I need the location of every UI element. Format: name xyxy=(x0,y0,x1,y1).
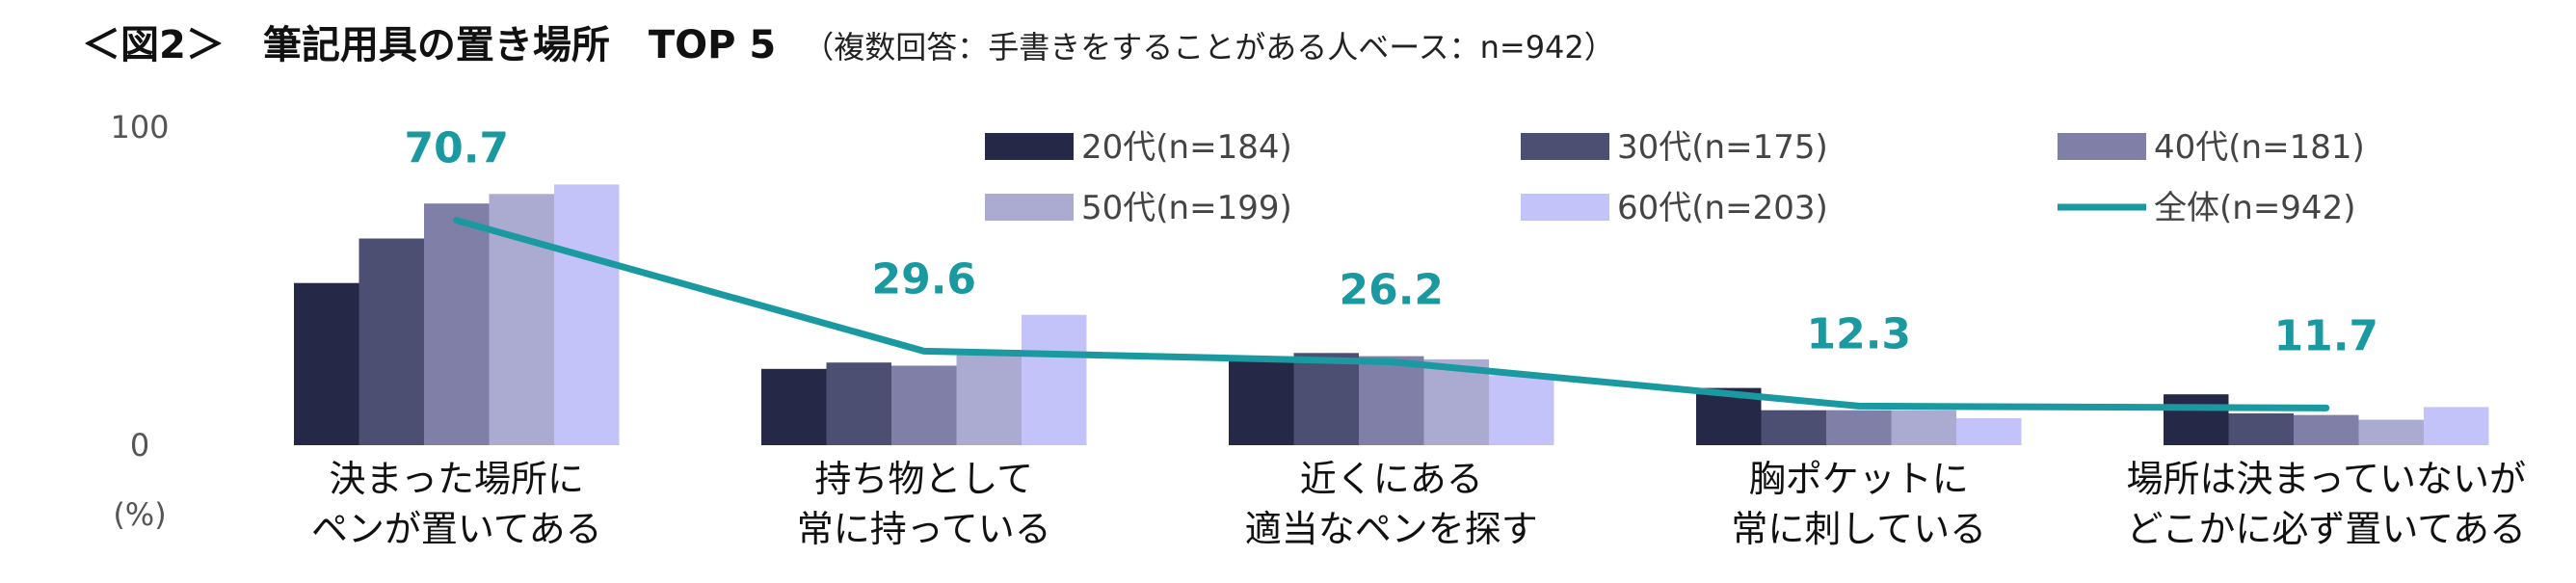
legend-label-1: 20代(n=184) xyxy=(1081,128,1292,167)
y-tick-0: 0 xyxy=(130,427,149,464)
bar-2-1 xyxy=(761,368,827,445)
category-label-5-line-1: 場所は決まっていないが xyxy=(2126,458,2526,500)
y-tick-100: 100 xyxy=(110,109,169,146)
bar-group xyxy=(294,184,2489,446)
legend-swatch-1 xyxy=(985,133,1074,160)
total-line-group xyxy=(453,217,2330,411)
bar-1-5 xyxy=(554,184,620,445)
chart-title-row: ＜図2＞ 筆記用具の置き場所 TOP 5 （複数回答：手書きをすることがある人ベー… xyxy=(82,13,1615,71)
chart-subtitle: （複数回答：手書きをすることがある人ベース：n=942） xyxy=(803,29,1615,66)
bar-3-2 xyxy=(1293,353,1359,445)
bar-5-3 xyxy=(2294,414,2359,445)
bar-4-4 xyxy=(1891,410,1956,445)
category-label-4-line-1: 胸ポケットに xyxy=(1749,458,1969,500)
data-label-2: 29.6 xyxy=(871,254,976,304)
bar-5-5 xyxy=(2424,407,2489,445)
legend-swatch-2 xyxy=(1521,133,1609,160)
bar-4-5 xyxy=(1956,417,2022,445)
bar-4-2 xyxy=(1761,410,1826,445)
data-label-3: 26.2 xyxy=(1339,266,1444,315)
data-label-4: 12.3 xyxy=(1806,309,1911,358)
bar-3-1 xyxy=(1229,358,1294,445)
bar-3-4 xyxy=(1423,358,1489,445)
bar-2-4 xyxy=(956,350,1022,445)
bar-3-3 xyxy=(1359,356,1424,445)
legend-swatch-5 xyxy=(1521,194,1609,221)
category-label-1-line-2: ペンが置いてある xyxy=(311,508,602,550)
total-line xyxy=(453,217,2330,411)
legend: 20代(n=184) 30代(n=175) 40代(n=181) 50代(n=199)… xyxy=(985,128,2365,227)
legend-label-6: 全体(n=942) xyxy=(2154,189,2355,227)
legend-label-5: 60代(n=203) xyxy=(1617,189,1828,227)
bar-1-3 xyxy=(424,203,490,445)
bar-2-2 xyxy=(826,362,891,445)
y-unit-label: (%) xyxy=(113,496,166,533)
category-label-1-line-1: 決まった場所に xyxy=(330,458,584,500)
bar-2-5 xyxy=(1022,314,1087,445)
category-label-2-line-1: 持ち物として xyxy=(814,458,1033,500)
bar-2-3 xyxy=(891,365,957,445)
category-label-4-line-2: 常に刺している xyxy=(1731,508,1986,550)
chart-title: ＜図2＞ 筆記用具の置き場所 TOP 5 xyxy=(82,23,777,67)
bar-5-1 xyxy=(2164,394,2229,445)
legend-label-4: 50代(n=199) xyxy=(1081,189,1292,227)
category-label-3-line-2: 適当なペンを探す xyxy=(1245,508,1538,550)
data-label-group: 70.7 29.6 26.2 12.3 11.7 xyxy=(404,124,2378,361)
legend-label-2: 30代(n=175) xyxy=(1617,128,1828,167)
legend-swatch-4 xyxy=(985,194,1074,221)
data-label-1: 70.7 xyxy=(404,124,509,173)
category-label-5-line-2: どこかに必ず置いてある xyxy=(2126,508,2526,550)
legend-label-3: 40代(n=181) xyxy=(2154,128,2365,167)
bar-1-2 xyxy=(359,238,424,445)
bar-5-2 xyxy=(2228,413,2294,445)
legend-swatch-3 xyxy=(2058,133,2146,160)
bar-4-3 xyxy=(1826,410,1892,445)
category-label-3-line-1: 近くにある xyxy=(1300,458,1483,500)
data-label-5: 11.7 xyxy=(2273,311,2378,360)
category-label-2-line-2: 常に持っている xyxy=(797,508,1051,550)
bar-5-4 xyxy=(2358,419,2424,445)
bar-3-5 xyxy=(1489,375,1554,445)
bar-1-1 xyxy=(294,282,359,445)
axis-group: 0 100 (%) xyxy=(110,109,169,533)
